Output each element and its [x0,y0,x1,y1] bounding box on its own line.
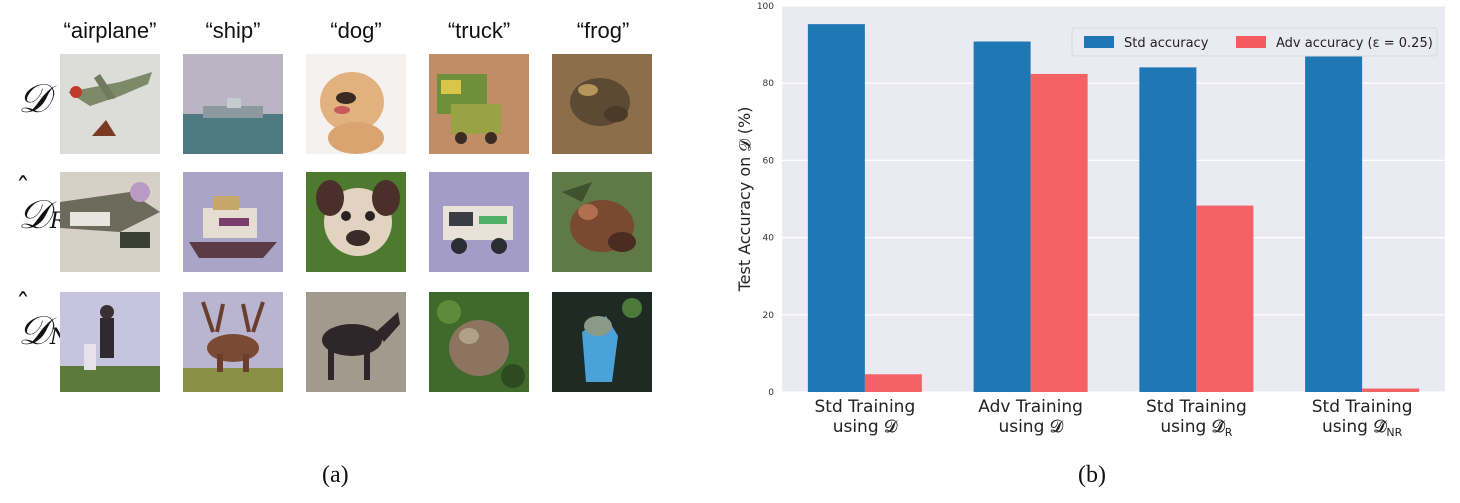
panel-b-caption: (b) [1078,462,1106,488]
image-dog-robust [306,172,406,272]
image-truck-nonrobust [429,292,529,392]
class-label-truck: “truck” [447,18,511,43]
image-truck-original [429,54,529,154]
x-tick-label: Std Training [1312,397,1413,417]
bar-std [1305,53,1363,393]
image-ship-original [183,54,283,154]
bar-adv [1362,388,1420,392]
image-truck-robust [429,172,529,272]
image-airplane-original [60,54,160,154]
image-ship-nonrobust [183,292,283,392]
image-frog-original [552,54,652,154]
class-label-frog: “frog” [576,18,630,43]
bar-adv [864,374,922,392]
bar-std [973,41,1031,393]
image-dog-nonrobust [306,292,406,392]
row-label-original-dataset: 𝒟 [18,76,50,122]
bar-std [807,24,865,393]
bar-std [1139,67,1197,393]
class-label-dog: “dog” [330,18,382,43]
x-tick-label: Std Training [815,397,916,417]
x-tick-label: using 𝓓 [833,417,898,437]
y-axis-label: Test Accuracy on 𝓓 (%) [735,107,754,293]
panel-a-caption: (a) [322,462,349,488]
y-tick-label: 0 [768,388,774,398]
y-tick-label: 100 [757,2,774,12]
image-airplane-nonrobust [60,292,160,392]
y-tick-label: 20 [763,311,775,321]
class-label-ship: “ship” [205,18,261,43]
bar-adv [1030,73,1088,392]
image-frog-robust [552,172,652,272]
panel-a-image-grid: “airplane” “ship” “dog” “truck” “frog” 𝒟… [0,0,690,503]
y-tick-label: 40 [763,234,775,244]
image-frog-nonrobust [552,292,652,392]
x-tick-label: using 𝓓̂NR [1322,417,1403,439]
y-tick-label: 80 [763,79,775,89]
legend-label: Std accuracy [1124,36,1209,51]
legend-swatch [1084,36,1114,48]
x-tick-label: Adv Training [978,397,1083,417]
image-airplane-robust [60,172,160,272]
x-tick-label: using 𝓓̂R [1160,417,1232,439]
y-tick-label: 60 [763,156,775,166]
x-tick-label: using 𝓓 [998,417,1063,437]
x-tick-label: Std Training [1146,397,1247,417]
image-dog-original [306,54,406,154]
legend-swatch [1236,36,1266,48]
bar-adv [1196,205,1254,392]
class-label-airplane: “airplane” [63,18,157,43]
image-ship-robust [183,172,283,272]
legend-label: Adv accuracy (ε = 0.25) [1276,36,1433,51]
